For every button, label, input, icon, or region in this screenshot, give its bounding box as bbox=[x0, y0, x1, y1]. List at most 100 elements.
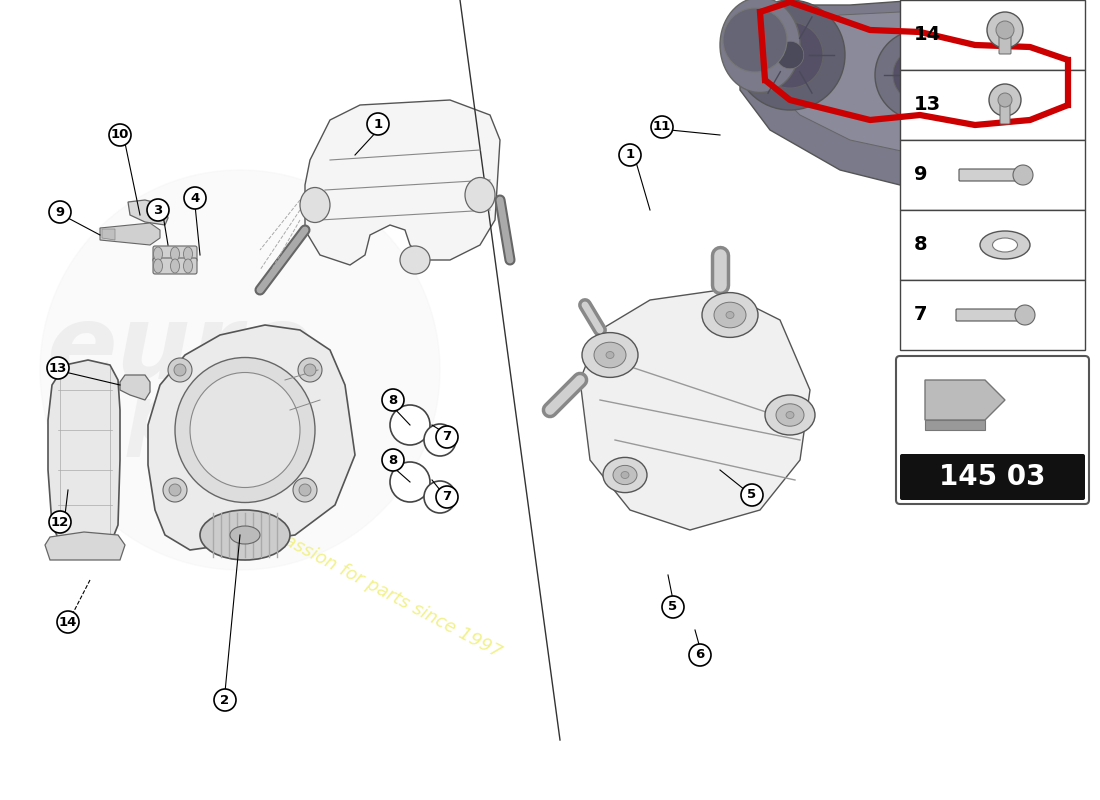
FancyBboxPatch shape bbox=[153, 246, 197, 262]
Ellipse shape bbox=[170, 247, 179, 261]
Circle shape bbox=[874, 30, 965, 120]
Polygon shape bbox=[740, 0, 1070, 190]
Polygon shape bbox=[148, 325, 355, 550]
Circle shape bbox=[390, 462, 430, 502]
Circle shape bbox=[382, 389, 404, 411]
Text: 9: 9 bbox=[914, 166, 927, 185]
Text: 13: 13 bbox=[914, 95, 942, 114]
Circle shape bbox=[47, 357, 69, 379]
Circle shape bbox=[169, 484, 182, 496]
FancyBboxPatch shape bbox=[896, 356, 1089, 504]
Text: 13: 13 bbox=[48, 362, 67, 374]
Ellipse shape bbox=[776, 404, 804, 426]
Text: 14: 14 bbox=[58, 615, 77, 629]
FancyBboxPatch shape bbox=[999, 34, 1011, 54]
Circle shape bbox=[163, 478, 187, 502]
Circle shape bbox=[50, 511, 72, 533]
Circle shape bbox=[298, 358, 322, 382]
Ellipse shape bbox=[175, 358, 315, 502]
Circle shape bbox=[1020, 75, 1040, 95]
Circle shape bbox=[57, 611, 79, 633]
Ellipse shape bbox=[154, 259, 163, 273]
Circle shape bbox=[109, 124, 131, 146]
Text: 7: 7 bbox=[442, 490, 452, 503]
Ellipse shape bbox=[230, 526, 260, 544]
Ellipse shape bbox=[980, 231, 1030, 259]
Ellipse shape bbox=[992, 238, 1018, 252]
Ellipse shape bbox=[582, 333, 638, 378]
Circle shape bbox=[662, 596, 684, 618]
Circle shape bbox=[390, 405, 430, 445]
Ellipse shape bbox=[726, 311, 734, 318]
Ellipse shape bbox=[786, 411, 794, 418]
Polygon shape bbox=[925, 380, 1005, 420]
Ellipse shape bbox=[606, 351, 614, 358]
Ellipse shape bbox=[594, 342, 626, 368]
Circle shape bbox=[723, 8, 786, 72]
Ellipse shape bbox=[621, 471, 629, 478]
Text: 2: 2 bbox=[220, 694, 230, 706]
Text: 1: 1 bbox=[626, 149, 635, 162]
Polygon shape bbox=[925, 420, 985, 430]
Polygon shape bbox=[580, 290, 810, 530]
Text: 12: 12 bbox=[51, 515, 69, 529]
Text: 8: 8 bbox=[914, 235, 927, 254]
Text: 11: 11 bbox=[653, 121, 671, 134]
Polygon shape bbox=[128, 200, 168, 225]
Text: 14: 14 bbox=[914, 26, 942, 45]
Polygon shape bbox=[776, 12, 1045, 155]
Text: 145 03: 145 03 bbox=[939, 463, 1046, 491]
Ellipse shape bbox=[613, 466, 637, 485]
Circle shape bbox=[996, 21, 1014, 39]
Text: 3: 3 bbox=[153, 203, 163, 217]
FancyBboxPatch shape bbox=[956, 309, 1023, 321]
Ellipse shape bbox=[764, 395, 815, 435]
Circle shape bbox=[424, 424, 456, 456]
Ellipse shape bbox=[154, 247, 163, 261]
Circle shape bbox=[382, 449, 404, 471]
Circle shape bbox=[735, 0, 845, 110]
Circle shape bbox=[741, 484, 763, 506]
Text: 5: 5 bbox=[747, 489, 757, 502]
Ellipse shape bbox=[465, 178, 495, 213]
FancyBboxPatch shape bbox=[900, 0, 1085, 70]
Circle shape bbox=[909, 64, 932, 86]
Text: a passion for parts since 1997: a passion for parts since 1997 bbox=[255, 518, 504, 662]
FancyBboxPatch shape bbox=[900, 140, 1085, 210]
FancyBboxPatch shape bbox=[900, 210, 1085, 280]
Text: 4: 4 bbox=[190, 191, 199, 205]
Circle shape bbox=[367, 113, 389, 135]
FancyBboxPatch shape bbox=[900, 280, 1085, 350]
Text: 8: 8 bbox=[388, 394, 397, 406]
Circle shape bbox=[1006, 61, 1054, 109]
Ellipse shape bbox=[603, 458, 647, 493]
Circle shape bbox=[777, 42, 804, 69]
Circle shape bbox=[989, 84, 1021, 116]
Text: parts: parts bbox=[128, 383, 353, 457]
Circle shape bbox=[40, 170, 440, 570]
Circle shape bbox=[1013, 165, 1033, 185]
Circle shape bbox=[293, 478, 317, 502]
Ellipse shape bbox=[190, 373, 300, 487]
Circle shape bbox=[50, 201, 72, 223]
Polygon shape bbox=[48, 360, 120, 550]
Circle shape bbox=[893, 48, 947, 102]
Ellipse shape bbox=[300, 187, 330, 222]
Polygon shape bbox=[45, 532, 125, 560]
Circle shape bbox=[424, 481, 456, 513]
Ellipse shape bbox=[170, 259, 179, 273]
Polygon shape bbox=[305, 100, 500, 265]
Circle shape bbox=[436, 486, 458, 508]
Ellipse shape bbox=[714, 302, 746, 328]
Text: 6: 6 bbox=[695, 649, 705, 662]
FancyBboxPatch shape bbox=[1000, 104, 1010, 124]
Circle shape bbox=[689, 644, 711, 666]
Circle shape bbox=[147, 199, 169, 221]
FancyBboxPatch shape bbox=[959, 169, 1021, 181]
Polygon shape bbox=[120, 375, 150, 400]
Ellipse shape bbox=[720, 0, 800, 93]
Text: 7: 7 bbox=[914, 306, 927, 325]
Circle shape bbox=[757, 22, 823, 88]
FancyBboxPatch shape bbox=[900, 454, 1085, 500]
Text: 10: 10 bbox=[111, 129, 129, 142]
